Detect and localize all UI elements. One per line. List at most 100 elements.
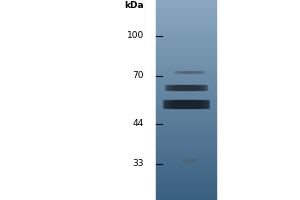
Bar [196,84,197,90]
Bar [156,74,216,75]
Bar [156,184,216,185]
Bar [156,91,216,92]
Bar [156,55,216,56]
Bar [156,143,216,144]
Bar [156,173,216,174]
Bar [156,85,216,86]
Bar [200,100,201,108]
Bar [156,61,216,62]
Bar [156,155,216,156]
Bar [196,84,197,90]
Bar [156,166,216,167]
Bar [156,139,216,140]
Bar [171,84,172,90]
Bar [156,122,216,123]
Bar [156,102,216,103]
Bar [156,94,216,95]
Bar [156,95,216,96]
Bar [156,141,216,142]
Bar [156,18,216,19]
Bar [156,39,216,40]
Bar [207,100,208,108]
Bar [184,84,185,90]
Bar [156,175,216,176]
Bar [198,100,199,108]
Bar [170,100,171,108]
Bar [156,75,216,76]
Bar [173,84,174,90]
Bar [156,107,216,108]
Bar [156,12,216,13]
Bar [156,65,216,66]
Bar [156,41,216,42]
Bar [156,93,216,94]
Bar [156,159,216,160]
Bar [200,71,201,73]
Bar [186,84,187,90]
Bar [156,90,216,91]
Bar [168,84,169,90]
Bar [197,71,198,73]
Bar [156,142,216,143]
Bar [156,197,216,198]
Bar [156,144,216,145]
Bar [194,71,195,73]
Bar [184,71,185,73]
Bar [194,100,195,108]
Bar [175,84,176,90]
Bar [156,27,216,28]
Bar [208,100,209,108]
Bar [156,199,216,200]
Bar [156,87,216,88]
Bar [156,125,216,126]
Bar [156,28,216,29]
Bar [156,171,216,172]
Bar [175,100,176,108]
Bar [196,71,197,73]
Bar [156,66,216,67]
Bar [156,58,216,59]
Bar [156,112,216,113]
Bar [156,72,216,73]
Bar [195,100,196,108]
Bar [191,84,192,90]
Bar [156,109,216,110]
Bar [156,133,216,134]
Bar [182,84,183,90]
Bar [156,123,216,124]
Bar [177,84,178,90]
Bar [156,24,216,25]
Bar [188,84,189,90]
Bar [156,68,216,69]
Bar [203,84,204,90]
Bar [156,104,216,105]
Bar [156,183,216,184]
Bar [156,132,216,133]
Bar [174,84,175,90]
Bar [156,56,216,57]
Bar [177,71,178,73]
Bar [156,89,216,90]
Bar [192,71,193,73]
Bar [156,63,216,64]
Bar [156,120,216,121]
Bar [156,8,216,9]
Bar [156,79,216,80]
Bar [203,71,204,73]
Bar [156,11,216,12]
Bar [156,157,216,158]
Bar [177,100,178,108]
Bar [156,170,216,171]
Bar [156,100,216,101]
Bar [156,59,216,60]
Bar [185,84,186,90]
Bar [156,54,216,55]
Bar [193,71,194,73]
Bar [156,189,216,190]
Bar [180,100,181,108]
Bar [185,71,186,73]
Bar [156,198,216,199]
Bar [176,71,177,73]
Bar [205,84,206,90]
Bar [156,3,216,4]
